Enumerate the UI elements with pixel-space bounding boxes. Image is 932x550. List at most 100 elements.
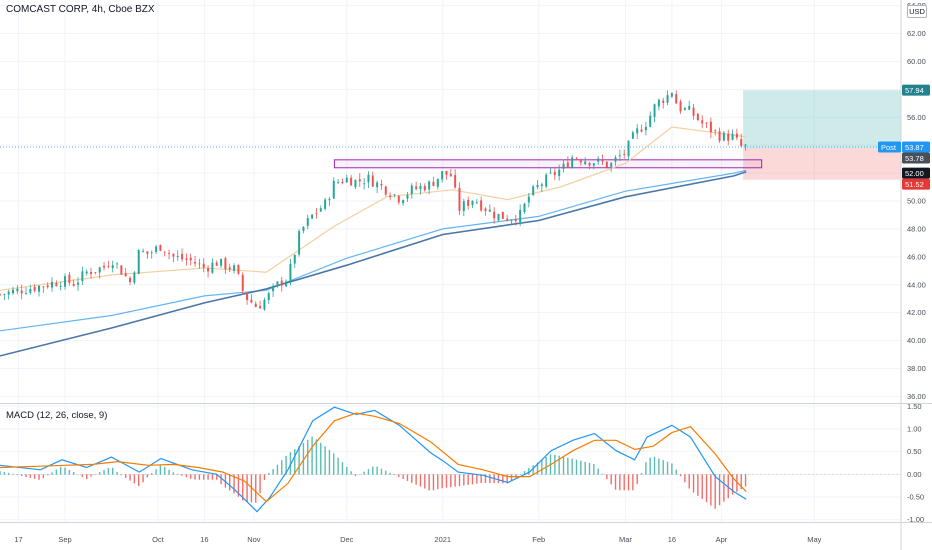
currency-badge[interactable]: USD	[907, 5, 927, 18]
price-tag-box	[902, 141, 930, 153]
macd-histogram-bar	[679, 474, 682, 477]
macd-histogram-bar	[675, 469, 677, 475]
macd-histogram-bar	[203, 474, 205, 480]
candle-body	[25, 293, 28, 294]
macd-histogram-bar	[51, 472, 53, 475]
macd-histogram-bar	[658, 458, 660, 475]
chart-title: COMCAST CORP, 4h, Cboe BZX	[6, 4, 155, 15]
macd-histogram-bar	[705, 474, 708, 503]
macd-histogram-bar	[159, 465, 162, 475]
price-axis-label: 46.00	[907, 252, 926, 261]
candle-body	[514, 219, 517, 222]
macd-histogram-bar	[476, 474, 478, 484]
candle-body	[306, 218, 309, 226]
candle-body	[484, 208, 487, 212]
macd-histogram-bar	[168, 469, 170, 475]
candle-body	[33, 286, 36, 291]
macd-histogram-bar	[627, 474, 630, 491]
macd-histogram-bar	[233, 474, 235, 494]
candle-body	[211, 262, 214, 273]
candle-body	[493, 211, 496, 219]
candle-body	[393, 194, 396, 196]
macd-histogram-bar	[302, 442, 305, 475]
candle-body	[363, 183, 366, 185]
price-tag-label: 53.78	[905, 154, 924, 163]
candle-body	[181, 254, 184, 260]
macd-histogram-bar	[593, 463, 595, 475]
candle-body	[185, 258, 188, 260]
candle-body	[146, 251, 149, 254]
candle-body	[532, 186, 535, 196]
macd-histogram-bar	[324, 446, 326, 475]
price-axis-label: 62.00	[907, 29, 926, 38]
macd-histogram-bar	[133, 474, 136, 484]
macd-histogram-bar	[229, 474, 231, 491]
macd-histogram-bar	[744, 474, 747, 487]
macd-histogram-bar	[112, 467, 114, 475]
candle-body	[718, 131, 721, 141]
macd-histogram-bar	[558, 455, 560, 475]
macd-histogram-bar	[16, 474, 19, 476]
candle-body	[527, 196, 530, 203]
macd-histogram-bar	[385, 470, 387, 475]
long-position-tool	[0, 90, 901, 180]
macd-histogram-bar	[367, 469, 370, 475]
candle-body	[653, 104, 656, 118]
candle-body	[224, 258, 227, 270]
macd-histogram-bar	[151, 473, 153, 475]
macd-histogram-bar	[268, 473, 270, 475]
candle-body	[124, 273, 127, 277]
macd-histogram-bar	[666, 461, 669, 475]
candle-body	[389, 195, 392, 197]
macd-histogram-bar	[289, 452, 292, 475]
candle-body	[423, 185, 426, 191]
macd-histogram-bar	[510, 474, 513, 481]
candle-body	[705, 122, 708, 124]
candle-body	[584, 161, 587, 165]
macd-histogram-bar	[701, 474, 703, 500]
macd-axis-label: -1.00	[907, 515, 924, 524]
macd-histogram-bar	[714, 474, 716, 509]
price-axis-label: 36.00	[907, 392, 926, 401]
macd-histogram-bar	[688, 474, 690, 489]
macd-histogram-bar	[29, 474, 32, 478]
macd-histogram-bar	[736, 474, 738, 492]
macd-histogram-bar	[411, 474, 413, 483]
candle-body	[29, 288, 32, 293]
macd-histogram-bar	[601, 473, 604, 475]
candle-body	[107, 266, 110, 268]
time-axis-label: Oct	[152, 535, 165, 544]
candle-body	[670, 93, 673, 97]
macd-histogram-bar	[523, 471, 526, 475]
macd-histogram-bar	[610, 474, 612, 485]
macd-histogram-bar	[263, 474, 266, 480]
candle-body	[623, 153, 626, 155]
candle-body	[657, 99, 660, 107]
candle-body	[250, 299, 253, 303]
candle-body	[449, 173, 452, 177]
macd-histogram-bar	[142, 474, 144, 483]
macd-histogram-bar	[645, 462, 647, 475]
macd-axis-label: 1.50	[907, 402, 922, 411]
moving-average-line	[0, 169, 747, 332]
time-axis-label: Mar	[619, 535, 632, 544]
macd-histogram-bar	[346, 466, 348, 475]
candle-body	[380, 183, 383, 186]
macd-histogram-bar	[554, 454, 556, 475]
candle-body	[536, 185, 539, 188]
candle-body	[376, 182, 379, 188]
price-axis-label: 44.00	[907, 280, 926, 289]
candle-body	[354, 179, 357, 188]
candle-body	[675, 94, 678, 104]
position-profit-zone	[743, 90, 901, 149]
candle-body	[38, 285, 41, 292]
candle-body	[328, 199, 331, 201]
candle-body	[263, 299, 266, 310]
candle-body	[428, 181, 431, 190]
price-axis-label: 48.00	[907, 224, 926, 233]
candle-body	[137, 250, 140, 275]
macd-histogram-bar	[164, 467, 166, 475]
macd-pane	[0, 406, 747, 513]
candle-body	[571, 157, 574, 168]
